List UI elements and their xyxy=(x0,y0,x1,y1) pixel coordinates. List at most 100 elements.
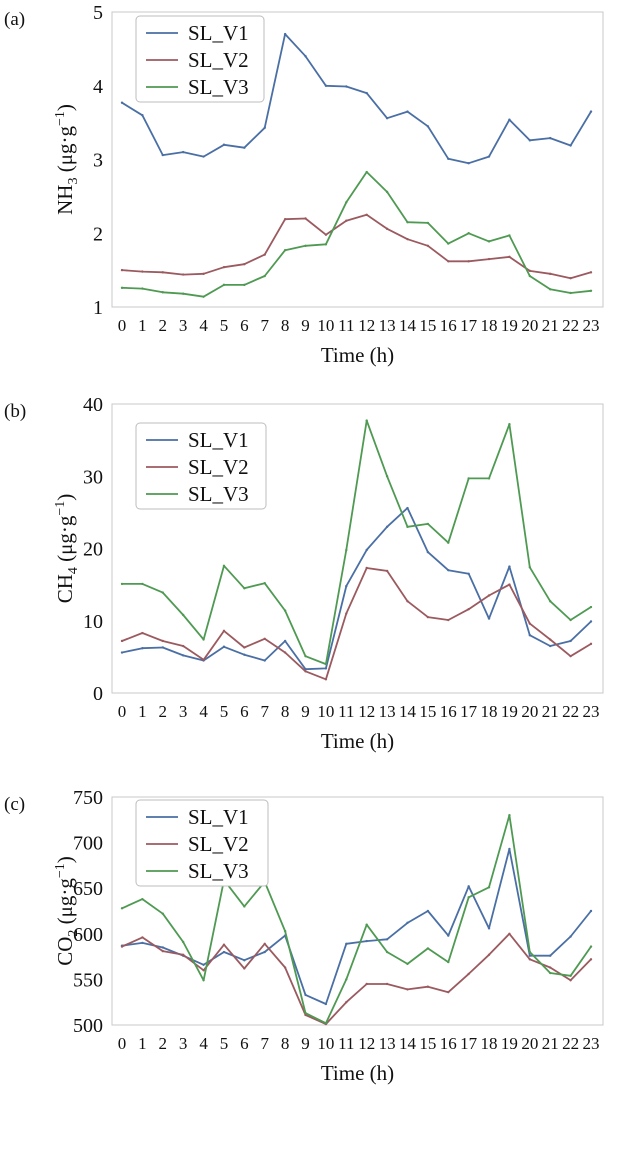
y-tick-label: 750 xyxy=(73,787,103,809)
data-point xyxy=(528,269,532,273)
x-tick-label: 20 xyxy=(521,702,538,721)
data-point xyxy=(304,55,307,58)
data-point xyxy=(324,667,328,670)
data-point xyxy=(141,270,144,273)
data-point xyxy=(569,639,572,643)
data-point xyxy=(161,912,164,915)
data-point xyxy=(141,582,144,586)
x-tick-label: 17 xyxy=(460,316,478,335)
data-point xyxy=(345,978,348,981)
data-point xyxy=(385,982,389,986)
data-point xyxy=(181,644,185,648)
data-point xyxy=(283,966,287,969)
data-point xyxy=(141,631,144,635)
data-point xyxy=(589,945,593,948)
data-point xyxy=(406,962,409,966)
y-tick-label: 700 xyxy=(73,833,103,855)
x-tick-label: 23 xyxy=(583,1034,600,1053)
data-point xyxy=(222,943,226,946)
x-tick-label: 13 xyxy=(379,316,396,335)
x-tick-label: 13 xyxy=(379,702,396,721)
data-point xyxy=(385,569,389,573)
data-point xyxy=(181,613,185,617)
data-point xyxy=(528,958,532,961)
data-point xyxy=(243,967,246,970)
data-point xyxy=(528,954,532,957)
y-axis-label: NH3 (μg·g−1) xyxy=(53,104,81,215)
x-tick-label: 6 xyxy=(240,1034,249,1053)
data-point xyxy=(589,110,593,113)
data-point xyxy=(467,260,470,263)
x-tick-label: 1 xyxy=(138,316,147,335)
x-tick-label: 10 xyxy=(317,702,334,721)
data-point xyxy=(243,653,246,656)
data-point xyxy=(589,620,593,623)
x-tick-label: 0 xyxy=(118,702,127,721)
data-point xyxy=(569,291,572,295)
y-tick-label: 4 xyxy=(93,76,103,98)
series-line-sl-v1 xyxy=(121,848,592,1005)
data-point xyxy=(508,255,511,259)
data-point xyxy=(283,32,287,36)
x-tick-label: 11 xyxy=(338,702,354,721)
x-tick-label: 16 xyxy=(440,1034,457,1053)
data-point xyxy=(263,274,266,278)
data-point xyxy=(467,572,470,575)
legend-label: SL_V3 xyxy=(188,75,249,99)
y-tick-label: 500 xyxy=(73,1015,103,1037)
data-point xyxy=(324,678,328,681)
data-point xyxy=(120,101,124,104)
data-point xyxy=(385,475,389,478)
x-tick-label: 0 xyxy=(118,316,127,335)
legend: SL_V1 SL_V2 SL_V3 xyxy=(135,15,265,103)
series-line-sl-v3 xyxy=(122,419,592,665)
data-point xyxy=(467,477,470,480)
data-point xyxy=(447,960,450,964)
data-point xyxy=(406,600,409,603)
y-axis-label: CO2 (μg·g−1) xyxy=(53,856,81,966)
data-point xyxy=(467,607,470,611)
data-point xyxy=(202,658,205,661)
data-point xyxy=(141,647,144,650)
data-point xyxy=(487,594,491,597)
x-tick-label: 6 xyxy=(240,316,249,335)
x-tick-label: 7 xyxy=(260,702,269,721)
data-point xyxy=(569,144,572,147)
data-point xyxy=(263,126,266,129)
y-tick-label: 0 xyxy=(93,683,103,705)
data-point xyxy=(549,136,552,140)
data-point xyxy=(304,1011,307,1015)
data-point xyxy=(385,190,389,194)
data-point xyxy=(406,237,409,241)
data-point xyxy=(528,566,532,569)
y-tick-label: 3 xyxy=(93,150,103,172)
x-tick-label: 17 xyxy=(460,702,478,721)
x-tick-label: 22 xyxy=(562,1034,579,1053)
x-tick-label: 14 xyxy=(399,316,417,335)
data-point xyxy=(385,227,389,231)
data-point xyxy=(487,257,491,261)
series-line-sl-v1 xyxy=(121,507,592,671)
data-point xyxy=(508,234,511,237)
series-line-sl-v2 xyxy=(121,932,592,1025)
x-tick-label: 0 xyxy=(118,1034,127,1053)
data-point xyxy=(426,985,430,988)
data-point xyxy=(324,233,328,236)
data-point xyxy=(487,953,491,956)
data-point xyxy=(365,923,368,926)
plot-frame xyxy=(111,796,604,1026)
data-point xyxy=(426,947,430,950)
data-point xyxy=(202,969,205,972)
x-tick-label: 1 xyxy=(138,1034,147,1053)
data-point xyxy=(365,982,368,986)
data-point xyxy=(426,615,430,619)
legend-label: SL_V1 xyxy=(188,805,249,829)
data-point xyxy=(161,291,164,294)
data-point xyxy=(385,117,389,120)
x-tick-label: 11 xyxy=(338,1034,354,1053)
data-point xyxy=(181,654,185,657)
x-tick-label: 3 xyxy=(179,702,188,721)
x-tick-label: 20 xyxy=(521,316,538,335)
